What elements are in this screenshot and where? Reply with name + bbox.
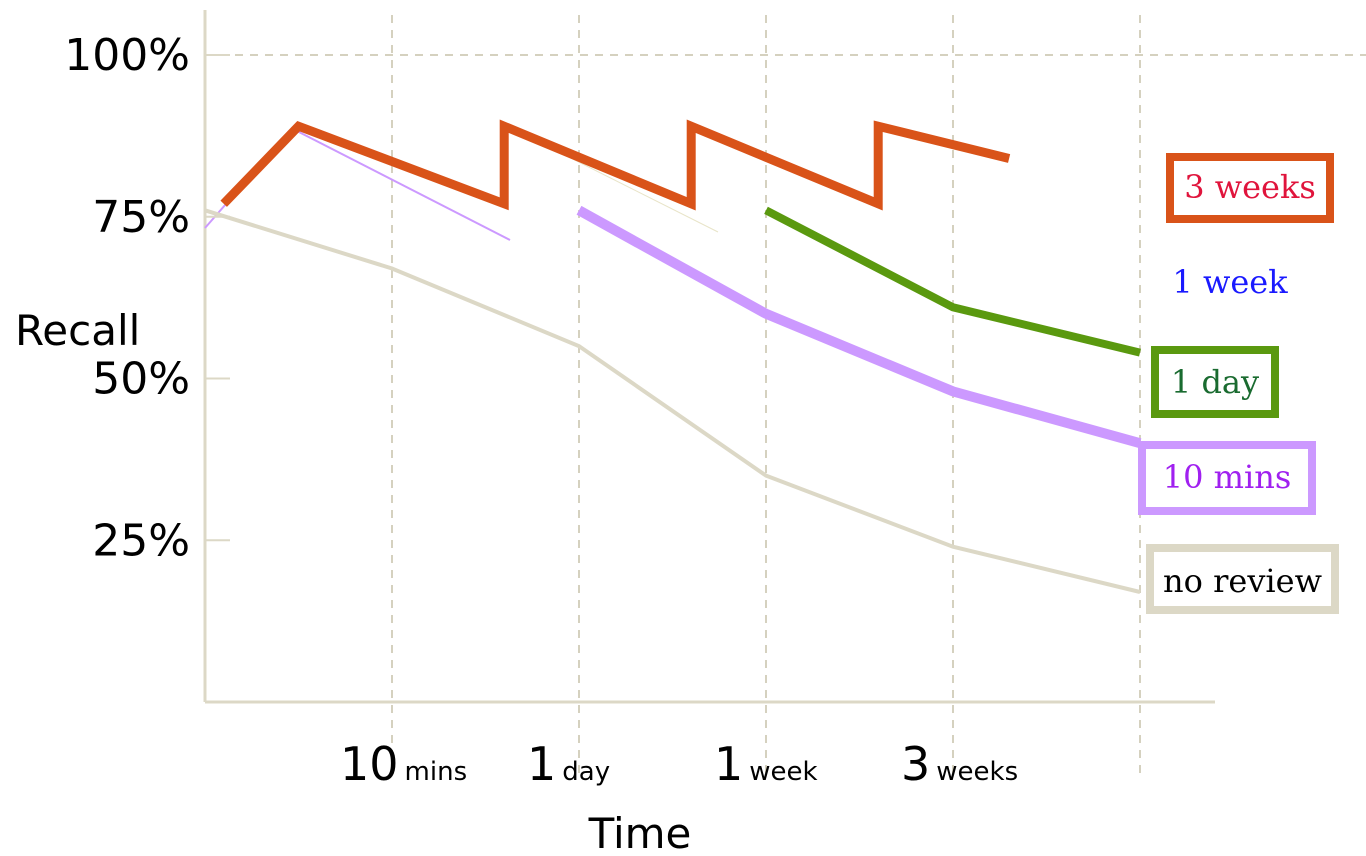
series-line xyxy=(220,119,1011,211)
legend-item: 10 mins xyxy=(1138,441,1316,515)
legend-label: 10 mins xyxy=(1163,458,1292,496)
axes xyxy=(203,10,1215,704)
x-tick-label: 1 week xyxy=(714,737,818,791)
x-tick-label: 10 mins xyxy=(340,737,467,791)
y-tick-label: 50% xyxy=(92,354,190,405)
series-line xyxy=(576,205,1142,449)
legend-item: 1 week xyxy=(1172,263,1288,301)
legend-label: 1 week xyxy=(1172,263,1288,301)
legend-box xyxy=(1138,441,1316,515)
legend: 3 weeks 1 week 1 day 10 mins no review xyxy=(1138,153,1339,614)
series-lines xyxy=(204,119,1142,594)
y-tick-label: 25% xyxy=(92,515,190,566)
series-line xyxy=(204,208,1141,594)
series-line xyxy=(764,206,1141,357)
legend-item: no review xyxy=(1146,544,1339,614)
legend-item: 3 weeks xyxy=(1166,153,1334,223)
legend-box xyxy=(1151,346,1279,418)
legend-label: no review xyxy=(1163,562,1322,600)
x-axis-label: Time xyxy=(588,809,692,856)
legend-label: 1 day xyxy=(1171,363,1259,401)
x-tick-labels: 10 mins 1 day 1 week 3 weeks xyxy=(340,737,1018,791)
legend-item: 1 day xyxy=(1151,346,1279,418)
legend-box xyxy=(1146,544,1339,614)
x-tick-label: 3 weeks xyxy=(901,737,1018,791)
x-tick-label: 1 day xyxy=(527,737,610,791)
legend-box xyxy=(1166,153,1334,223)
y-tick-label: 100% xyxy=(64,30,190,81)
y-tick-label: 75% xyxy=(92,192,190,243)
legend-label: 3 weeks xyxy=(1184,168,1316,206)
y-axis-label: Recall xyxy=(15,306,140,355)
faint-connector xyxy=(294,129,511,241)
y-tick-labels: 100% 75% 50% 25% xyxy=(64,30,230,566)
